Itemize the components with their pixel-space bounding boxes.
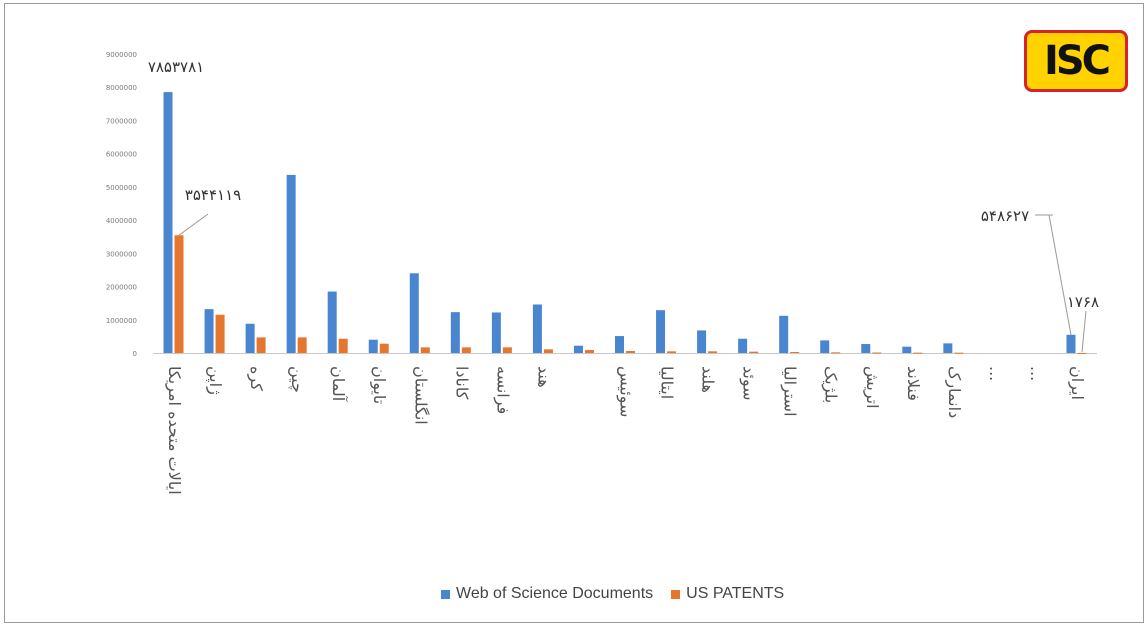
bar-wos [738, 338, 748, 353]
category-label: آلمان [329, 366, 348, 403]
bar-patents [379, 343, 389, 353]
bar-patents [256, 337, 266, 353]
category-label: فرانسه [492, 366, 512, 414]
data-label: ۱۷۶۸ [1067, 293, 1099, 311]
bar-patents [872, 352, 882, 354]
category-label: بلژیک [821, 366, 841, 403]
bar-wos [820, 340, 830, 353]
bar-wos [532, 304, 542, 353]
category-label: ایالات متحده امریکا [164, 366, 184, 495]
bar-wos [204, 309, 214, 353]
leader-line [178, 213, 209, 236]
bar-patents [584, 350, 594, 353]
legend-item-patents: US PATENTS [671, 585, 784, 603]
data-label: ۳۵۴۴۱۱۹ [185, 186, 241, 204]
bar-patents [502, 347, 512, 353]
y-tick-label: 4000000 [106, 217, 137, 225]
bar-wos [902, 346, 912, 353]
y-tick-label: 6000000 [106, 151, 137, 159]
category-label: چین [287, 366, 307, 393]
bar-wos [163, 92, 173, 353]
bar-wos [615, 336, 624, 353]
y-tick-label: 8000000 [106, 84, 137, 92]
category-label: استرالیا [780, 366, 800, 417]
isc-logo: ISC [1024, 30, 1128, 92]
category-label: هلند [699, 366, 718, 393]
chart-legend: Web of Science Documents US PATENTS [441, 582, 784, 606]
bar-chart: 0 1000000 2000000 3000000 4000000 5000000 6000… [106, 51, 1099, 495]
chart-frame: 0 1000000 2000000 3000000 4000000 5000000 6000… [4, 3, 1144, 623]
bar-patents [667, 351, 677, 353]
bar-wos [779, 315, 789, 353]
bar-patents [543, 349, 553, 353]
legend-swatch-patents [671, 589, 681, 599]
bar-patents [749, 351, 759, 353]
leader-line [1048, 214, 1072, 335]
bar-patents [1077, 352, 1087, 354]
bar-patents [831, 352, 841, 354]
bar-patents [913, 352, 923, 354]
y-tick-label: 0 [133, 350, 137, 358]
category-label: تایوان [369, 366, 389, 404]
bar-wos [286, 174, 296, 353]
bar-patents [420, 347, 430, 353]
category-label: سوئد [739, 366, 759, 401]
category-label: کره [246, 366, 266, 391]
bar-patents [954, 352, 964, 354]
bar-wos [697, 330, 707, 353]
bar-patents [174, 235, 184, 353]
y-tick-label: 9000000 [106, 51, 137, 59]
leader-line [1081, 310, 1087, 352]
category-label: هند [534, 366, 553, 388]
bar-patents [626, 351, 635, 353]
bar-patents [215, 314, 225, 353]
y-tick-label: 5000000 [106, 184, 137, 192]
bar-wos [491, 312, 501, 353]
bar-wos [656, 310, 666, 353]
bar-wos [1066, 334, 1076, 353]
bar-wos [327, 291, 337, 353]
legend-item-wos: Web of Science Documents [441, 585, 653, 603]
category-label: کانادا [452, 366, 471, 400]
bar-wos [861, 344, 871, 353]
y-tick-label: 2000000 [106, 284, 137, 292]
logo-text: ISC [1043, 38, 1111, 84]
bar-patents [708, 351, 718, 353]
data-label: ۷۸۵۳۷۸۱ [148, 58, 204, 76]
bar-wos [943, 343, 953, 353]
bar-patents [790, 352, 800, 354]
category-label: انگلستان [411, 366, 430, 425]
bar-patents [461, 347, 471, 353]
category-label: ژاپن [205, 366, 225, 395]
bar-wos [409, 273, 419, 353]
category-label: دانمارک [944, 366, 964, 418]
legend-swatch-wos [441, 589, 450, 599]
bar-patents [338, 338, 348, 353]
category-label: ایتالیا [658, 366, 677, 399]
category-label: ... [1027, 366, 1046, 381]
category-label: سوئیس [616, 366, 636, 417]
legend-label-wos: Web of Science Documents [456, 585, 654, 602]
bar-wos [245, 323, 255, 353]
y-tick-label: 3000000 [106, 250, 137, 258]
y-tick-label: 1000000 [106, 317, 137, 325]
y-tick-label: 7000000 [106, 117, 137, 125]
bar-wos [450, 312, 460, 353]
bar-wos [573, 345, 583, 353]
legend-label-patents: US PATENTS [686, 585, 785, 602]
category-label: ... [986, 366, 1005, 381]
bar-patents [297, 337, 307, 353]
category-label: اتریش [862, 366, 882, 409]
bar-wos [368, 339, 378, 353]
category-label: فنلاند [904, 366, 923, 401]
data-label: ۵۴۸۶۲۷ [981, 207, 1029, 225]
category-label: ایران [1067, 366, 1087, 400]
